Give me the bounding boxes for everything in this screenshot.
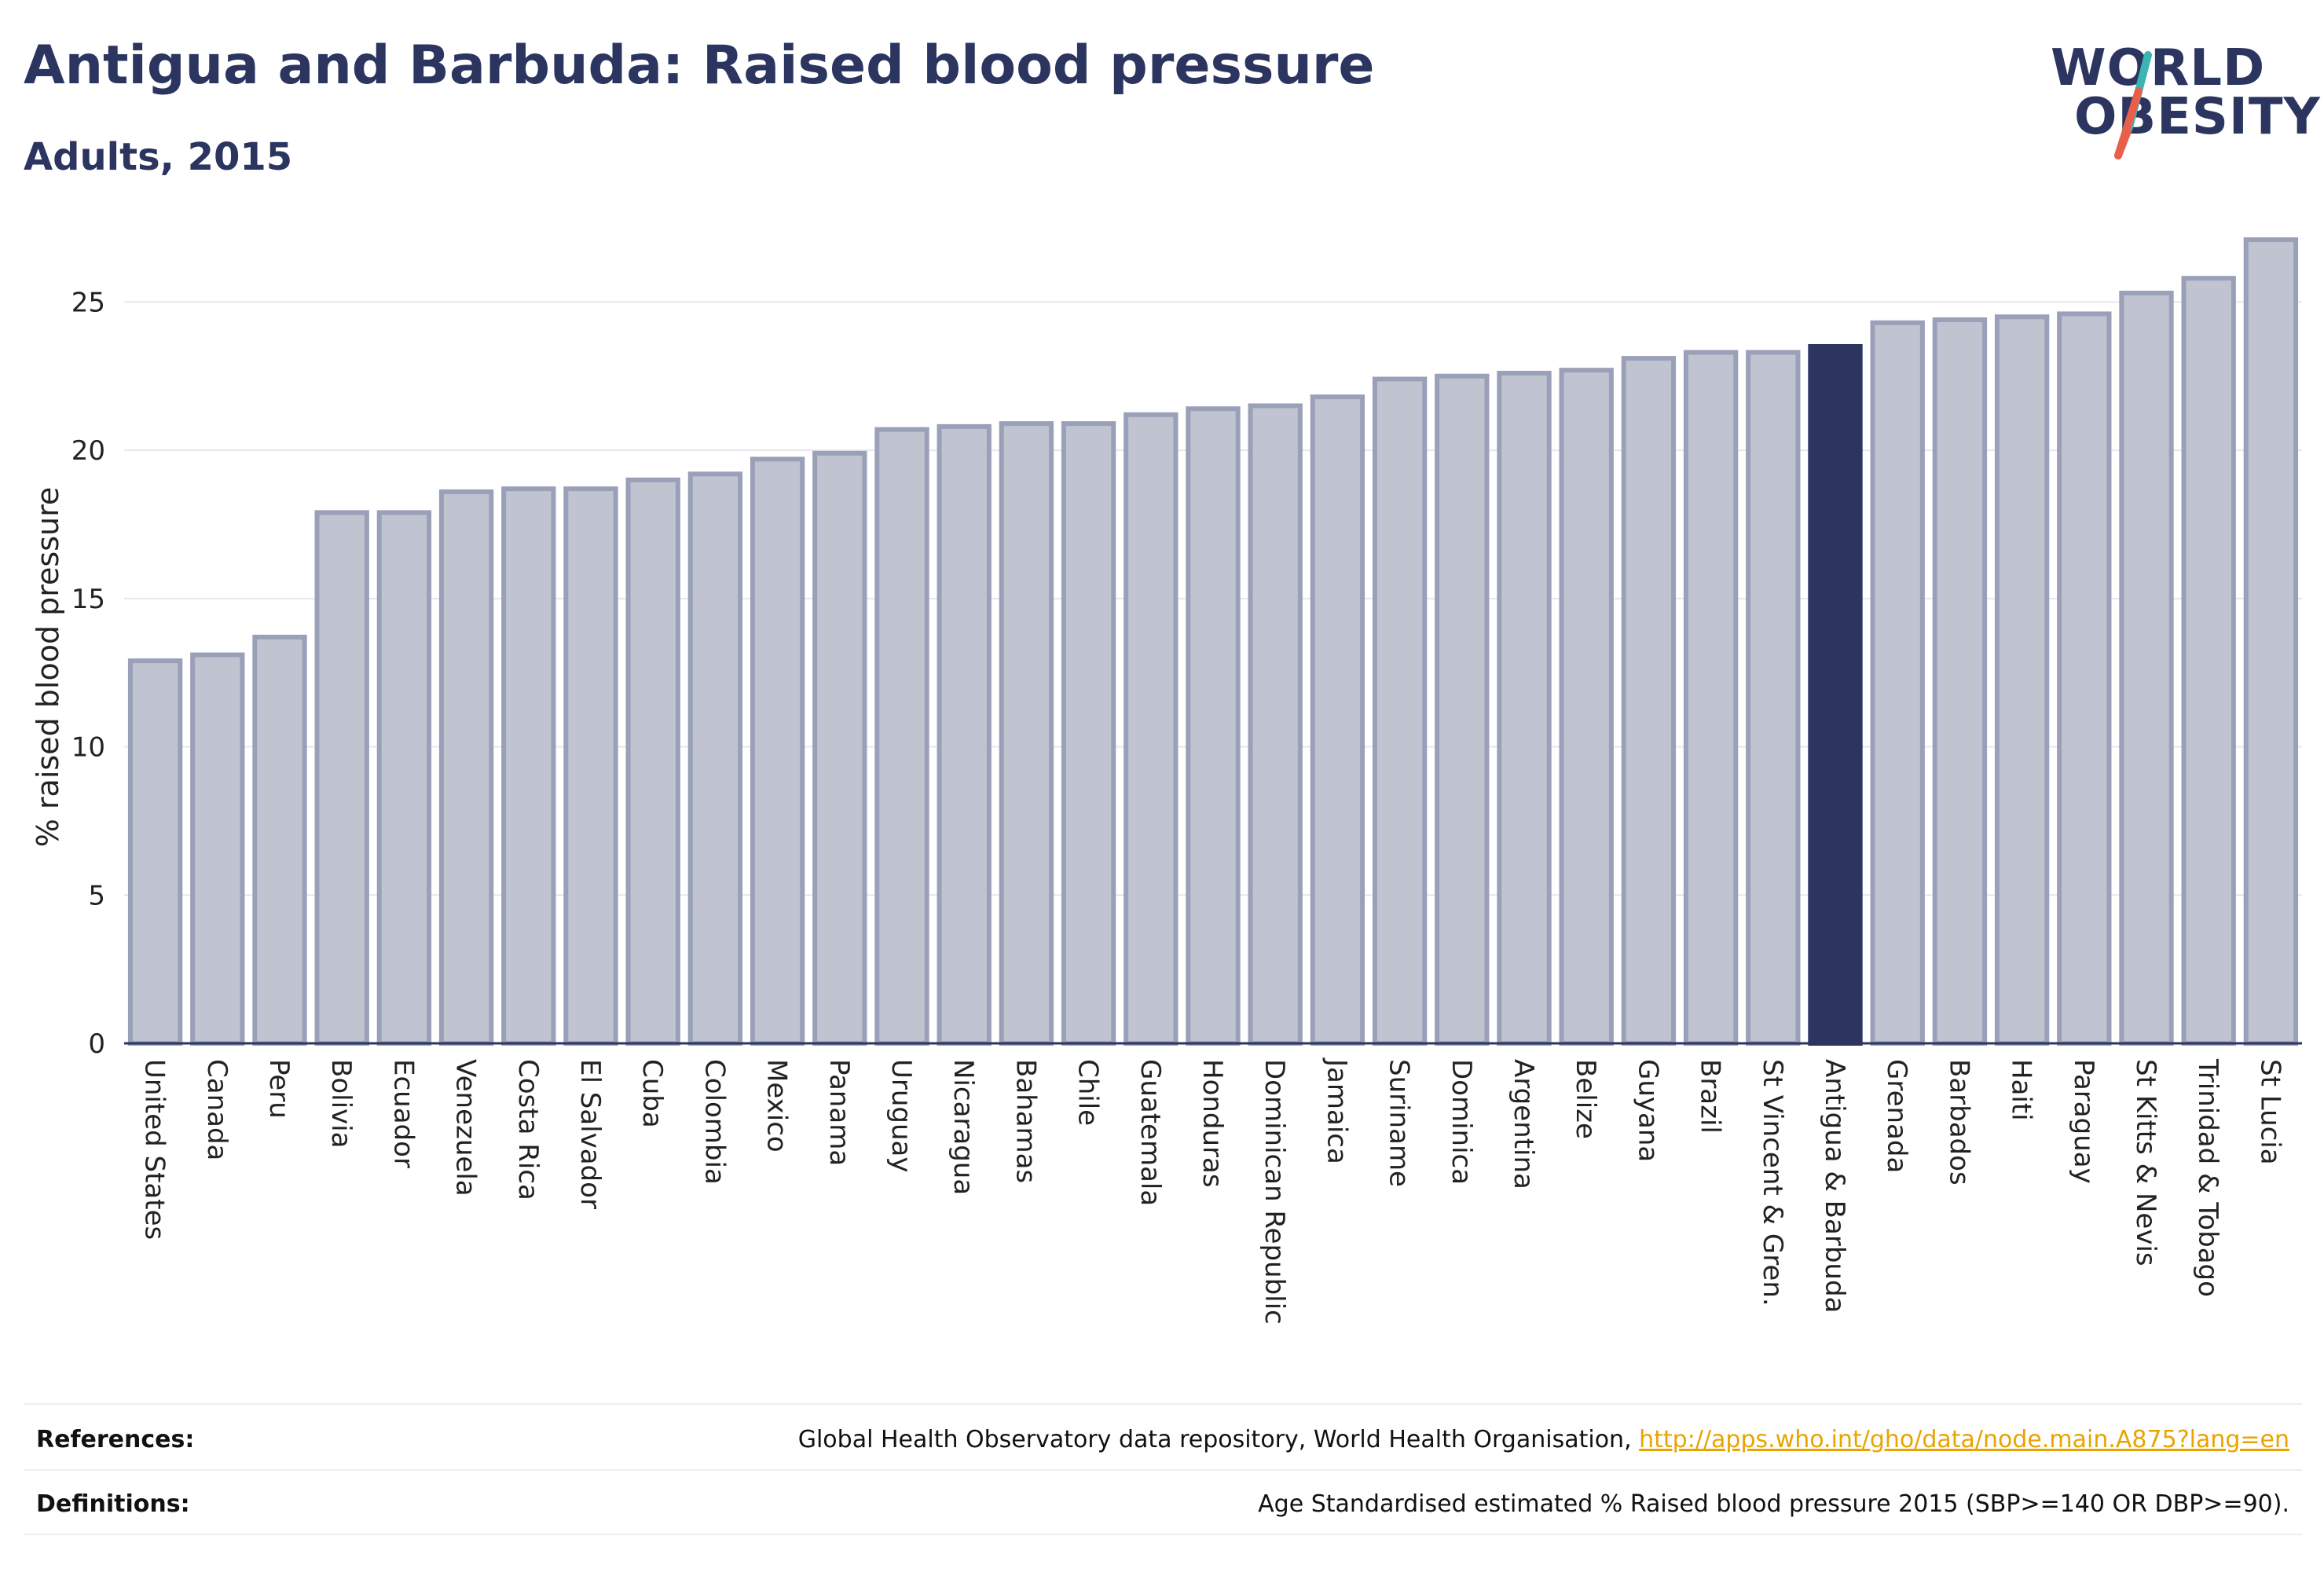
x-tick-label: Colombia [698, 1059, 730, 1185]
x-tick-label: Dominican Republic [1259, 1059, 1290, 1325]
x-tick-label: United States [139, 1059, 170, 1240]
world-obesity-logo: WORLD OBESITY [2051, 39, 2320, 165]
x-tick-label: St Lucia [2254, 1059, 2286, 1165]
y-tick-label: 0 [88, 1028, 105, 1060]
x-tick-label: Costa Rica [512, 1059, 544, 1200]
x-tick-label: Guyana [1632, 1059, 1663, 1162]
chart-subtitle: Adults, 2015 [24, 135, 293, 179]
x-tick-label: Dominica [1446, 1059, 1477, 1185]
y-tick-label: 15 [71, 584, 105, 615]
footer-divider [24, 1469, 2302, 1471]
definitions-label: Definitions: [36, 1490, 190, 1518]
logo-line2: OBESITY [2074, 88, 2321, 146]
x-tick-label: Honduras [1197, 1059, 1228, 1188]
x-tick-label: Ecuador [387, 1059, 419, 1168]
bar [750, 456, 805, 1046]
bar [1435, 373, 1490, 1046]
x-tick-label: Haiti [2006, 1059, 2037, 1121]
bar [190, 652, 245, 1046]
bar [563, 486, 618, 1046]
x-tick-label: St Kitts & Nevis [2130, 1059, 2161, 1266]
bar [314, 510, 369, 1046]
bar [1310, 394, 1365, 1046]
x-tick-label: Jamaica [1321, 1057, 1352, 1164]
x-tick-label: Grenada [1881, 1059, 1912, 1173]
x-tick-label: Argentina [1508, 1059, 1539, 1189]
x-tick-label: Mexico [761, 1059, 793, 1153]
bar [1186, 406, 1241, 1046]
bar [1994, 314, 2050, 1046]
y-tick-label: 20 [71, 435, 105, 467]
x-tick-label: Uruguay [885, 1059, 917, 1173]
x-tick-label: Suriname [1384, 1059, 1415, 1187]
bar [999, 421, 1054, 1046]
x-tick-label: Cuba [636, 1059, 668, 1128]
x-tick-label: St Vincent & Gren. [1757, 1059, 1788, 1307]
bar [1621, 356, 1677, 1046]
chart-title: Antigua and Barbuda: Raised blood pressu… [24, 35, 1375, 97]
bar [874, 427, 929, 1046]
references-label: References: [36, 1426, 195, 1453]
bar [1683, 350, 1739, 1046]
logo-slash-icon [2114, 51, 2152, 159]
bar-chart: 0 5 10 15 20 25 % raised blood pressure United … [31, 237, 2302, 1325]
bar [1559, 368, 1614, 1046]
bar [1870, 320, 1925, 1046]
definitions-text: Age Standardised estimated % Raised bloo… [1258, 1490, 2289, 1518]
x-tick-label: El Salvador [574, 1059, 606, 1209]
x-tick-label: Bahamas [1010, 1059, 1041, 1183]
references-text: Global Health Observatory data repositor… [798, 1426, 2289, 1453]
bar [376, 510, 432, 1046]
x-tick-label: Antigua & Barbuda [1819, 1059, 1850, 1313]
x-tick-label: Chile [1072, 1059, 1104, 1126]
bar [1497, 370, 1552, 1046]
x-tick-label: Venezuela [450, 1059, 482, 1197]
bar [1124, 412, 1178, 1046]
bar [501, 486, 556, 1046]
bar [1808, 343, 1863, 1046]
x-tick-label: Brazil [1695, 1059, 1726, 1134]
bar [1061, 421, 1116, 1046]
footer-divider [24, 1403, 2302, 1405]
x-tick-label: Barbados [1943, 1059, 1974, 1186]
bar [937, 423, 992, 1046]
bar [2057, 311, 2112, 1046]
bar [2119, 291, 2174, 1046]
x-tick-label: Guatemala [1135, 1059, 1166, 1206]
bar [1372, 376, 1428, 1046]
logo-line1: WORLD [2051, 39, 2266, 97]
x-tick-label: Peru [263, 1059, 295, 1119]
references-source: Global Health Observatory data repositor… [797, 1426, 1640, 1453]
bar [812, 450, 867, 1046]
references-link[interactable]: http://apps.who.int/gho/data/node.main.A… [1639, 1426, 2289, 1453]
bar [438, 489, 494, 1046]
y-tick-label: 5 [88, 880, 105, 911]
bar [1746, 350, 1801, 1046]
bar [252, 634, 307, 1046]
x-tick-label: Belize [1570, 1059, 1601, 1139]
bar [687, 471, 743, 1046]
bar [2243, 237, 2299, 1046]
bar [1248, 403, 1303, 1046]
bar [2181, 276, 2236, 1046]
bar [127, 658, 183, 1046]
x-tick-label: Canada [201, 1059, 233, 1160]
x-tick-label: Paraguay [2068, 1059, 2099, 1184]
x-tick-label: Panama [823, 1059, 855, 1166]
bar [1932, 317, 1988, 1046]
y-axis-label: % raised blood pressure [31, 487, 65, 848]
x-tick-label: Bolivia [325, 1059, 357, 1148]
x-tick-label: Trinidad & Tobago [2192, 1058, 2223, 1297]
y-tick-label: 25 [71, 287, 105, 318]
y-tick-label: 10 [71, 732, 105, 764]
x-tick-label: Nicaragua [948, 1059, 979, 1195]
bar [625, 477, 680, 1046]
footer-divider [24, 1534, 2302, 1535]
